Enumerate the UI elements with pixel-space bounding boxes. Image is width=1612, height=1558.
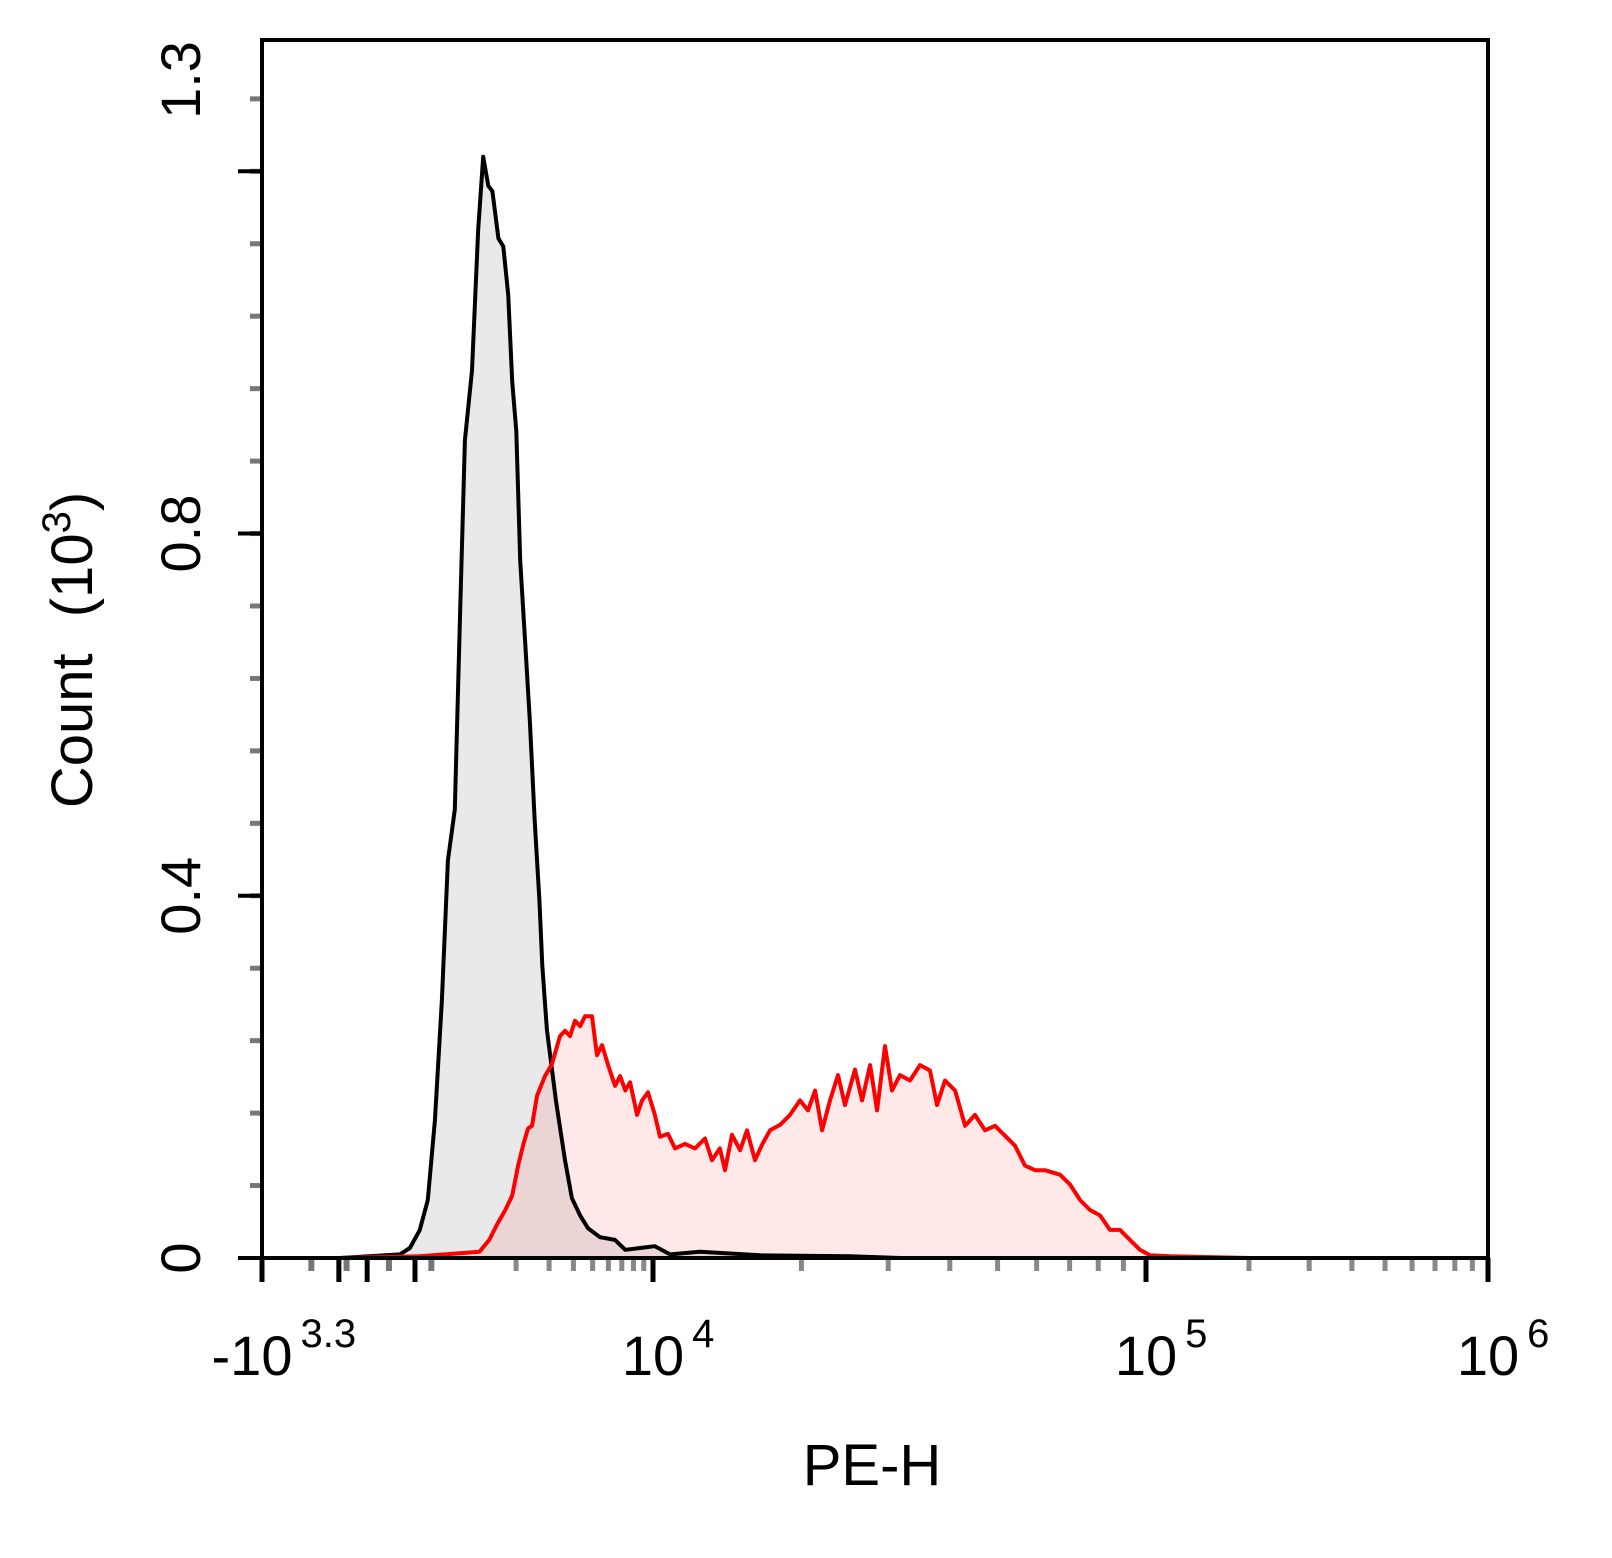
- y-axis-ticks: 0 0.4 0.8 1.3: [149, 41, 262, 1274]
- x-tick-exp: 3.3: [300, 1312, 356, 1356]
- x-tick-exp: 4: [692, 1312, 714, 1356]
- x-tick-label: -10 3.3: [212, 1312, 357, 1387]
- x-tick-base: 10: [1115, 1324, 1177, 1387]
- histogram-lines: [339, 154, 1251, 1260]
- histogram-fill-1: [339, 1016, 1250, 1258]
- x-tick-base: -10: [212, 1324, 293, 1387]
- x-tick-exp: 6: [1527, 1312, 1549, 1356]
- y-axis-unit-base: 10: [40, 533, 105, 598]
- y-axis-title: Count (103): [35, 492, 105, 808]
- x-minor-ticks: [308, 1258, 1475, 1271]
- histogram-line-1: [339, 1014, 1251, 1260]
- x-tick-base: 10: [1457, 1324, 1519, 1387]
- histogram-fills: [339, 156, 1250, 1258]
- y-tick-label: 1.3: [149, 41, 212, 119]
- y-axis-title-label: Count: [40, 653, 105, 808]
- x-tick-base: 10: [622, 1324, 684, 1387]
- y-axis-unit-exp: 3: [35, 511, 79, 533]
- histogram-line-0: [339, 154, 901, 1260]
- plot-frame: [260, 38, 1490, 1260]
- histogram-fill-0: [339, 156, 901, 1258]
- y-tick-label: 0: [149, 1242, 212, 1273]
- x-tick-label: 10 5: [1115, 1312, 1208, 1387]
- x-axis-title: PE-H: [803, 1433, 942, 1498]
- x-tick-label: 10 6: [1457, 1312, 1550, 1387]
- x-tick-label: 10 4: [622, 1312, 715, 1387]
- x-axis-ticks: -10 3.3 10 4 10 5 10 6: [212, 1258, 1550, 1387]
- y-tick-label: 0.8: [149, 495, 212, 573]
- y-tick-label: 0.4: [149, 857, 212, 935]
- x-tick-exp: 5: [1185, 1312, 1207, 1356]
